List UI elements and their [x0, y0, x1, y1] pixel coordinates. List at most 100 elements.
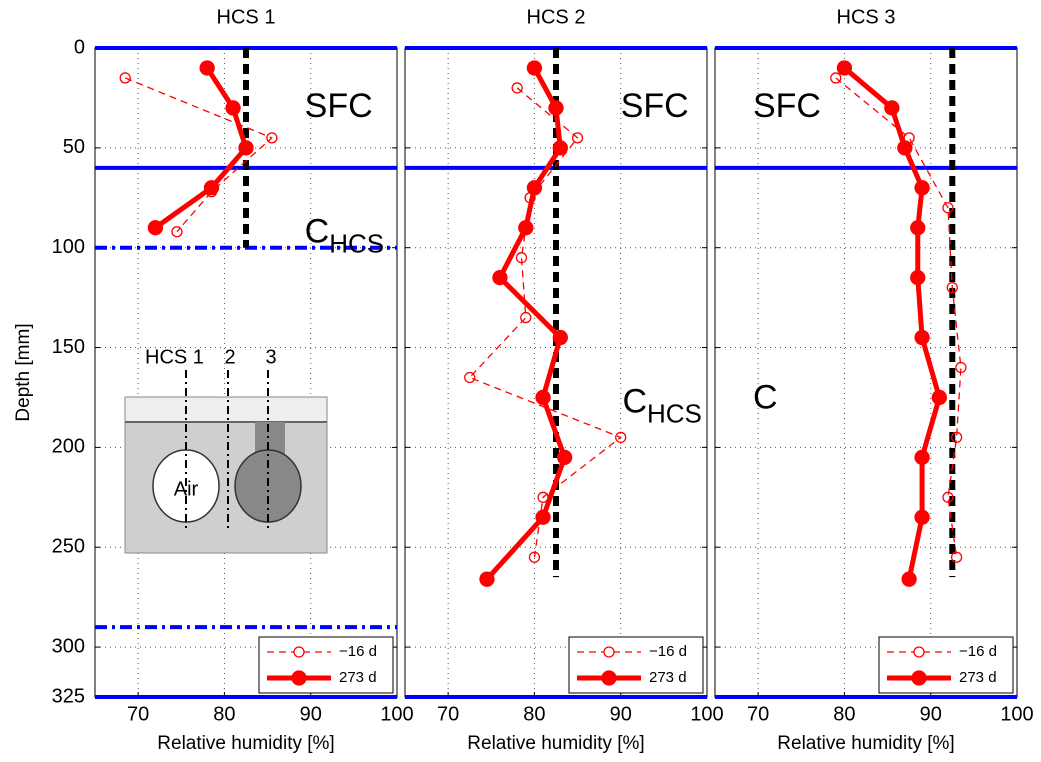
annotation-text: SFC [753, 87, 821, 125]
legend-marker [293, 646, 305, 658]
data-point [238, 140, 254, 156]
annotation: SFC [753, 87, 821, 125]
data-point [556, 449, 573, 466]
legend-label: −16 d [959, 643, 997, 660]
chart-title: HCS 3 [837, 6, 896, 28]
data-point [884, 100, 900, 116]
data-point [950, 551, 963, 563]
chart-title: HCS 2 [527, 6, 586, 28]
x-tick-label: 100 [1000, 703, 1033, 725]
y-axis-label: Depth [mm] [13, 323, 34, 421]
data-point [548, 100, 564, 116]
data-point [526, 180, 543, 196]
inset-diagram: HCS 1 2 3 Air [124, 346, 328, 554]
series-line [124, 77, 273, 233]
y-tick-label: 250 [52, 536, 85, 558]
inset-air-label: Air [174, 478, 199, 500]
inset-label: 2 [224, 346, 235, 368]
data-point [266, 132, 278, 144]
data-point [942, 202, 954, 214]
annotation-text: SFC [305, 87, 373, 125]
annotation-text: C [622, 382, 647, 420]
legend-box [878, 636, 1014, 694]
legend-marker [603, 646, 615, 658]
inset-label: 3 [265, 346, 276, 368]
annotation: CHCS [622, 382, 701, 428]
data-point [571, 132, 584, 144]
annotation-subscript: HCS [329, 229, 384, 259]
x-tick-label: 90 [300, 703, 322, 725]
x-tick-label: 90 [610, 703, 632, 725]
data-point [199, 60, 215, 76]
plot-area [95, 48, 397, 697]
legend-label: 273 d [339, 669, 377, 686]
data-point [479, 571, 495, 587]
y-tick-label: 100 [52, 236, 85, 258]
annotation-subscript: HCS [647, 398, 702, 428]
data-point [528, 551, 541, 563]
plot-area [715, 48, 1017, 697]
data-point [910, 220, 926, 236]
inset-top [124, 396, 328, 423]
legend-box [568, 636, 704, 694]
annotation-text: C [753, 378, 778, 416]
x-tick-label: 100 [690, 703, 723, 725]
data-point [901, 571, 917, 587]
data-point [615, 431, 627, 444]
data-point [897, 140, 913, 156]
legend-box [258, 636, 394, 694]
x-axis-label: Relative humidity [%] [467, 733, 644, 754]
legend-marker [291, 670, 307, 686]
data-point [511, 82, 523, 94]
annotation-text: C [305, 213, 330, 251]
data-point [535, 509, 551, 525]
legend-marker [601, 670, 617, 686]
data-point [914, 449, 930, 466]
y-tick-label: 200 [52, 436, 85, 458]
data-point [492, 269, 508, 286]
x-tick-label: 80 [523, 703, 545, 725]
data-point [552, 329, 568, 346]
data-point [836, 60, 853, 76]
data-point [119, 72, 131, 84]
x-axis-label: Relative humidity [%] [157, 733, 334, 754]
inset-label: HCS 1 [145, 346, 204, 368]
annotation: SFC [305, 87, 373, 125]
y-tick-label: 325 [52, 685, 85, 707]
legend-marker [911, 670, 927, 686]
data-point [931, 389, 947, 406]
data-point [914, 180, 930, 196]
data-point [171, 226, 183, 238]
x-tick-label: 80 [833, 703, 855, 725]
data-point [914, 329, 930, 346]
legend-marker [913, 646, 925, 658]
data-point [552, 140, 568, 156]
data-point [830, 72, 842, 84]
annotation-text: SFC [621, 87, 689, 125]
data-point [515, 252, 528, 264]
data-point [526, 60, 543, 76]
annotation: CHCS [305, 213, 384, 259]
x-tick-label: 90 [920, 703, 942, 725]
data-point [147, 220, 164, 236]
data-point [535, 389, 551, 406]
data-point [225, 100, 241, 116]
data-point [950, 431, 963, 444]
legend-label: −16 d [339, 643, 377, 660]
data-point [520, 311, 532, 324]
x-tick-label: 80 [213, 703, 235, 725]
data-point [203, 180, 220, 196]
data-point [910, 269, 926, 286]
annotation: SFC [621, 87, 689, 125]
x-tick-label: 100 [380, 703, 413, 725]
x-tick-label: 70 [127, 703, 149, 725]
chart-title: HCS 1 [217, 6, 276, 28]
y-tick-label: 0 [74, 36, 85, 58]
legend-label: −16 d [649, 643, 687, 660]
data-point [942, 491, 954, 503]
x-tick-label: 70 [437, 703, 459, 725]
legend-label: 273 d [959, 669, 997, 686]
annotation: C [753, 378, 778, 416]
series-line [835, 77, 962, 558]
